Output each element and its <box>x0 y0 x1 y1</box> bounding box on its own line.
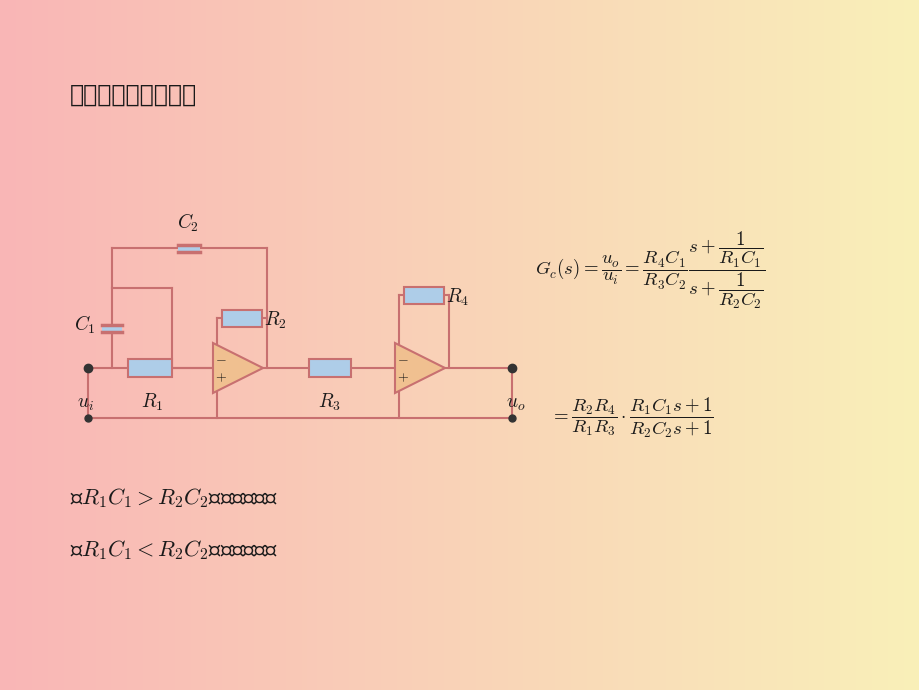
Bar <box>403 286 444 304</box>
Text: $G_c(s)=\dfrac{u_o}{u_i}=\dfrac{R_4C_1}{R_3C_2}\dfrac{s+\dfrac{1}{R_1C_1}}{s+\df: $G_c(s)=\dfrac{u_o}{u_i}=\dfrac{R_4C_1}{… <box>535 229 765 311</box>
Text: $+$: $+$ <box>397 371 409 384</box>
Text: $u_o$: $u_o$ <box>505 394 525 413</box>
Text: $-$: $-$ <box>397 351 408 366</box>
Polygon shape <box>394 343 445 393</box>
Bar <box>309 359 351 377</box>
Bar <box>128 359 172 377</box>
Text: $-$: $-$ <box>215 351 227 366</box>
Bar <box>102 324 122 331</box>
Text: $R_1$: $R_1$ <box>141 392 163 413</box>
Bar <box>221 310 262 326</box>
Text: $R_2$: $R_2$ <box>264 309 287 331</box>
Polygon shape <box>213 343 263 393</box>
Text: $C_1$: $C_1$ <box>74 314 96 336</box>
Text: $+$: $+$ <box>215 371 227 384</box>
Text: $u_i$: $u_i$ <box>77 394 95 413</box>
Text: 有源滞后校正装置：: 有源滞后校正装置： <box>70 83 197 107</box>
Text: $R_4$: $R_4$ <box>446 286 469 308</box>
Text: $R_3$: $R_3$ <box>318 392 341 413</box>
Text: 当$\mathit{R}_1\mathit{C}_1$$<$$\mathit{R}_2\mathit{C}_2$滞后校正网络: 当$\mathit{R}_1\mathit{C}_1$$<$$\mathit{R… <box>70 538 278 562</box>
Text: $C_2$: $C_2$ <box>176 212 199 234</box>
Text: 当$\mathit{R}_1\mathit{C}_1$$>$$\mathit{R}_2\mathit{C}_2$超前校正网络: 当$\mathit{R}_1\mathit{C}_1$$>$$\mathit{R… <box>70 486 278 510</box>
Text: $=\dfrac{R_2R_4}{R_1R_3}\cdot\dfrac{R_1C_1s+1}{R_2C_2s+1}$: $=\dfrac{R_2R_4}{R_1R_3}\cdot\dfrac{R_1C… <box>550 396 713 440</box>
Bar <box>178 244 200 251</box>
